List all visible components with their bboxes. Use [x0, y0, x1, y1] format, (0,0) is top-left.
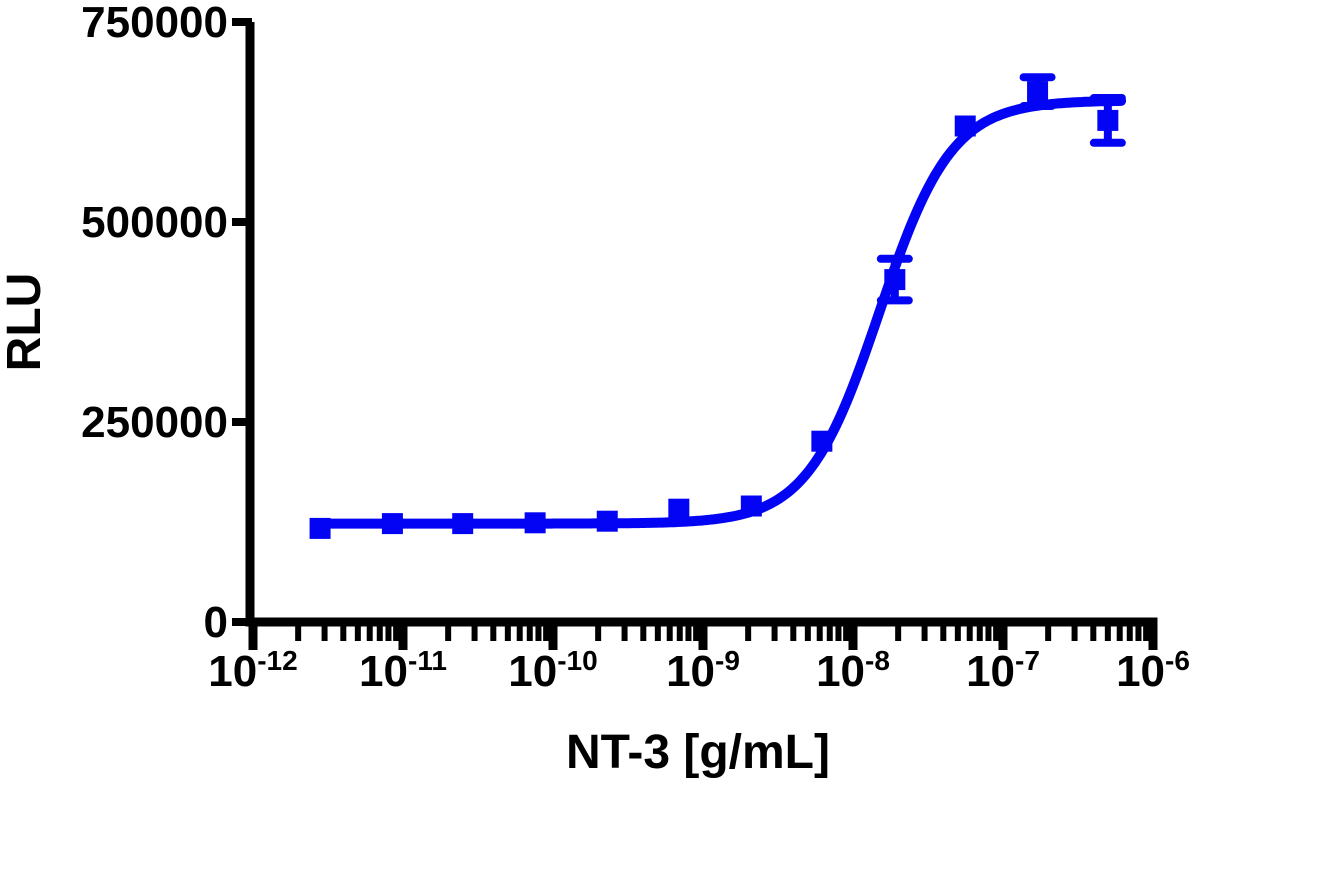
y-tick-label: 250000	[81, 398, 228, 447]
x-tick-label: 10-12	[208, 645, 297, 696]
x-tick-label: 10-8	[816, 645, 890, 696]
x-ticks: 10-12 10-11 10-10 10-9 10-8 10-7 10-6	[208, 620, 1190, 696]
data-point-marker	[1027, 81, 1049, 103]
x-axis-title: NT-3 [g/mL]	[566, 726, 830, 779]
data-point-marker	[524, 512, 546, 534]
data-point-marker	[740, 495, 762, 517]
y-tick-label: 0	[204, 598, 228, 647]
y-axis-title: RLU	[0, 273, 51, 372]
y-tick-label: 750000	[81, 0, 228, 47]
data-points	[309, 81, 1119, 539]
data-point-marker	[1097, 109, 1119, 131]
fit-curve-path	[315, 95, 1127, 529]
data-point-marker	[668, 498, 690, 520]
x-tick-label: 10-11	[359, 645, 447, 696]
data-point-marker	[381, 513, 403, 535]
data-point-marker	[811, 430, 833, 452]
data-point-marker	[954, 115, 976, 137]
x-tick-label: 10-9	[666, 645, 740, 696]
x-tick-label: 10-10	[508, 645, 597, 696]
data-point-marker	[884, 269, 906, 291]
data-point-marker	[309, 517, 331, 539]
data-point-marker	[452, 513, 474, 535]
data-point-marker	[596, 510, 618, 532]
y-ticks: 0 250000 500000 750000	[81, 0, 252, 647]
fit-curve	[315, 95, 1127, 529]
x-tick-label: 10-6	[1116, 645, 1190, 696]
y-tick-label: 500000	[81, 198, 228, 247]
x-minor-ticks	[295, 620, 1150, 641]
x-tick-label: 10-7	[966, 645, 1040, 696]
